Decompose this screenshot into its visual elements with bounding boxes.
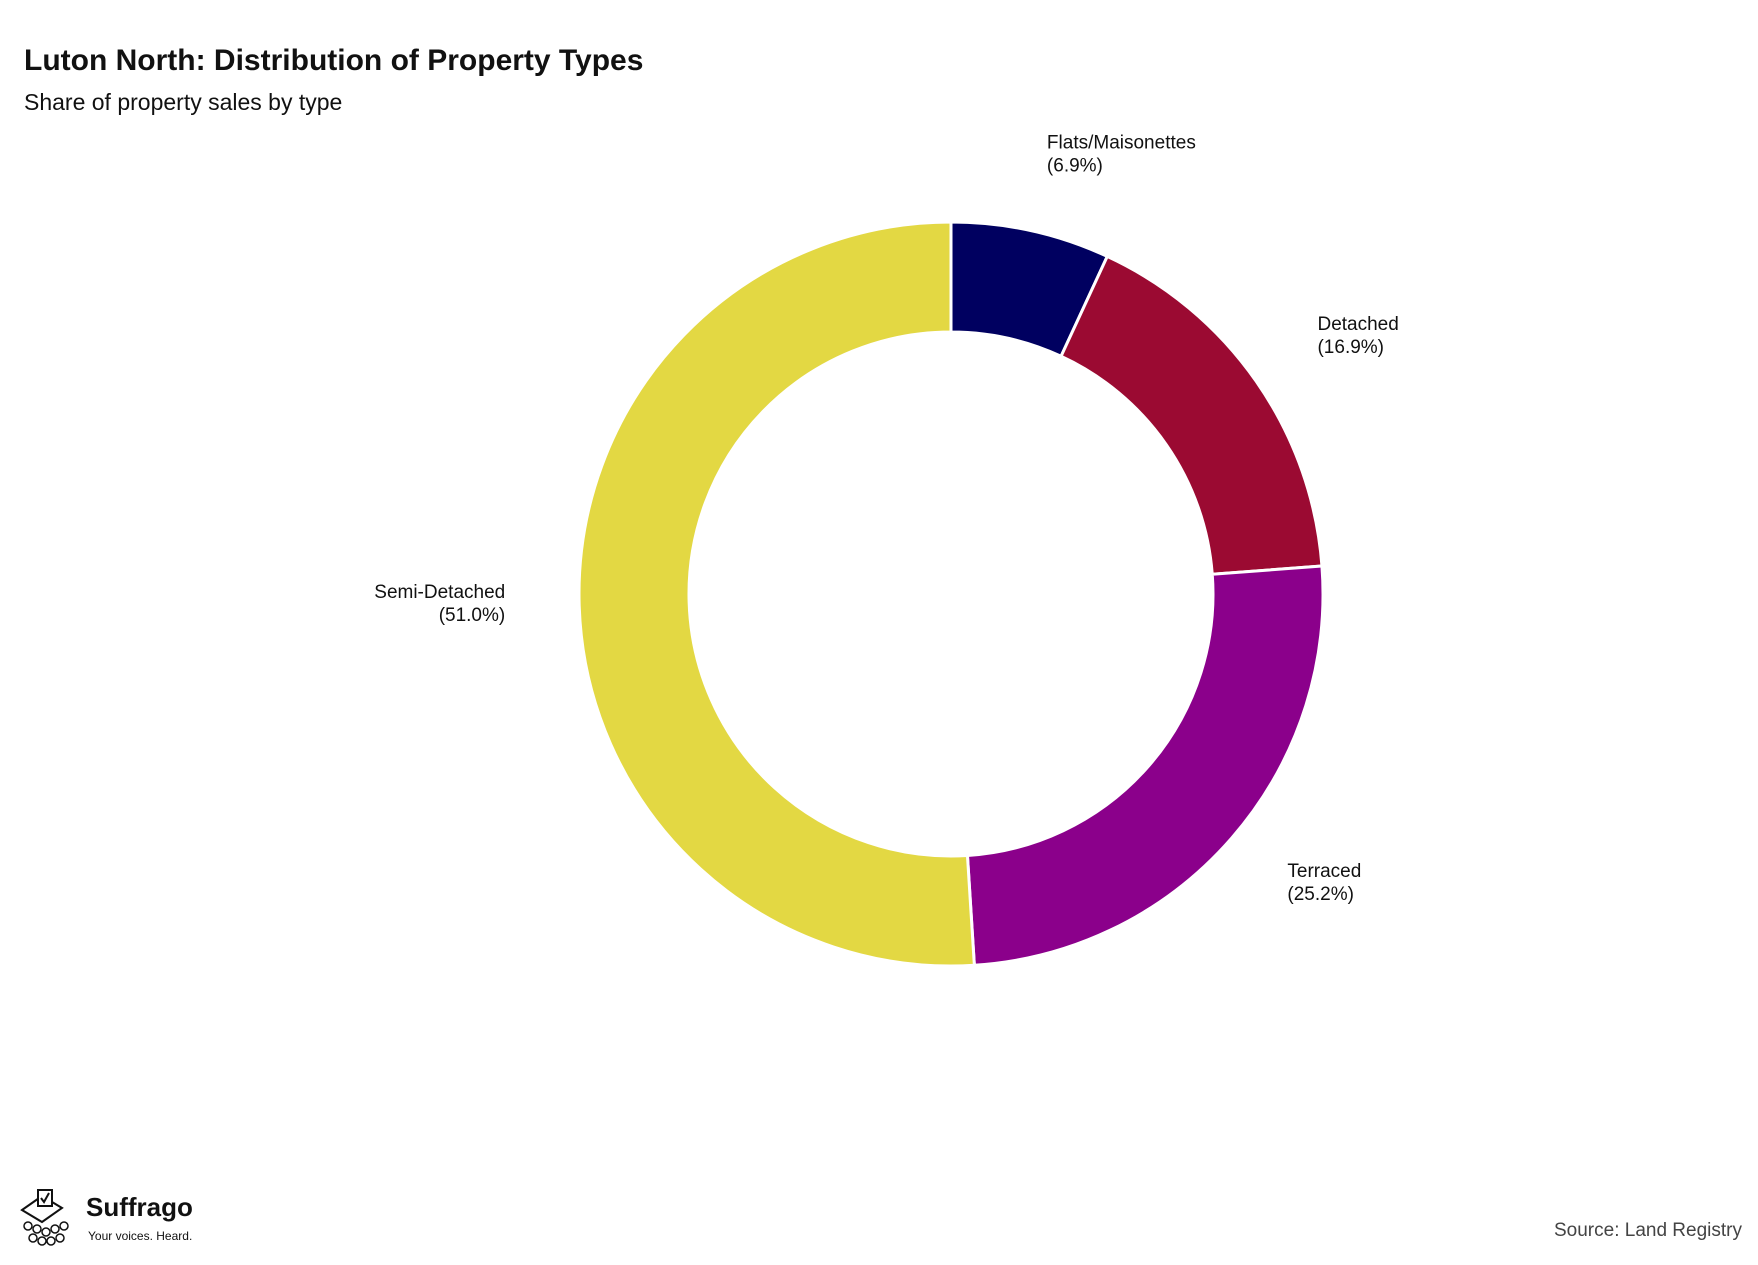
slice-label: Semi-Detached (374, 582, 505, 603)
logo-check (40, 1192, 50, 1204)
slice-label: Detached (1317, 314, 1398, 335)
donut-slice (577, 220, 976, 968)
slice-value-label: (25.2%) (1287, 884, 1354, 905)
source: Source: Land Registry (1554, 1220, 1742, 1241)
donut-slice (965, 564, 1325, 967)
slice-value-label: (6.9%) (1047, 155, 1103, 176)
logo-tagline: Your voices. Heard. (88, 1229, 192, 1243)
logo-name: Suffrago (86, 1192, 193, 1222)
chart-subtitle: Share of property sales by type (24, 89, 342, 115)
logo-ballot (37, 1189, 53, 1207)
chart-title: Luton North: Distribution of Property Ty… (24, 44, 643, 77)
slice-label: Flats/Maisonettes (1047, 132, 1196, 153)
logo-icon (20, 1194, 64, 1224)
slice-label: Terraced (1287, 861, 1361, 882)
slice-value-label: (16.9%) (1317, 337, 1384, 358)
logo: Suffrago Your voices. Heard. (20, 1189, 193, 1246)
logo-crowd (23, 1221, 69, 1246)
slice-value-label: (51.0%) (439, 605, 506, 626)
